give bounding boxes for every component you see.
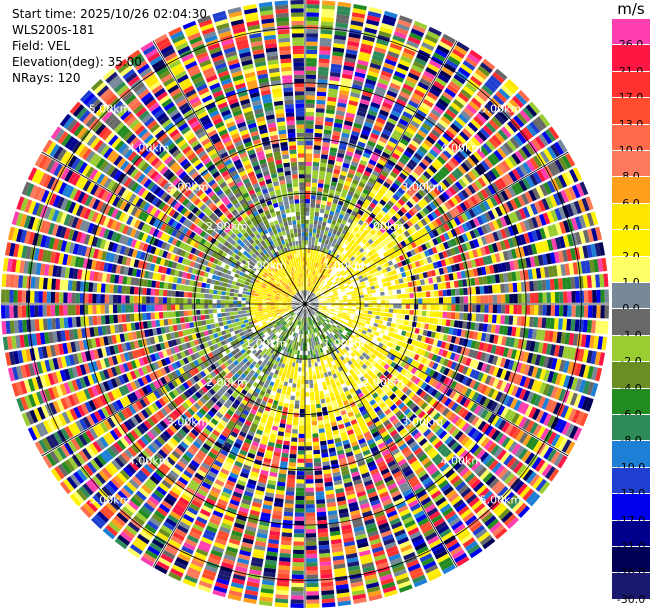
ring-label: 4.00km: [128, 142, 170, 155]
colorbar-swatch: [612, 467, 650, 495]
ring-label: 3.00km: [402, 415, 444, 428]
ring-label: 4.00km: [128, 454, 170, 467]
azimuth-spoke: [304, 303, 458, 568]
azimuth-spoke: [304, 40, 458, 305]
ring-label: 4.00km: [441, 142, 483, 155]
colorbar-unit: m/s: [617, 0, 645, 18]
ring-label: 5.00km: [89, 493, 131, 506]
ring-label: 2.00km: [206, 376, 248, 389]
ring-label: 1.00km: [323, 259, 365, 272]
ring-label: 5.00km: [89, 103, 131, 116]
colorbar-swatch: [612, 388, 650, 415]
colorbar-swatch: [612, 230, 650, 257]
ring-label: 3.00km: [167, 415, 209, 428]
ring-label: 2.00km: [206, 220, 248, 233]
colorbar-swatch: [612, 177, 650, 204]
colorbar-swatch: [612, 494, 650, 521]
velocity-field: [1, 0, 609, 608]
azimuth-spoke: [152, 303, 306, 568]
colorbar-swatch: [612, 124, 650, 151]
colorbar-swatch: [612, 45, 650, 72]
ring-label: 2.00km: [362, 376, 404, 389]
colorbar-swatch: [612, 335, 650, 363]
colorbar-label: -30.0: [616, 592, 646, 606]
colorbar-swatch: [612, 256, 650, 283]
colorbar-swatch: [612, 573, 650, 600]
colorbar-swatch: [612, 71, 650, 99]
colorbar-swatch: [612, 441, 650, 468]
azimuth-spoke: [304, 303, 569, 457]
ring-label: 1.00km: [245, 259, 287, 272]
ring-label: 2.00km: [362, 220, 404, 233]
colorbar-swatch: [612, 415, 650, 442]
ring-label: 1.00km: [245, 337, 287, 350]
ring-label: 5.00km: [480, 493, 522, 506]
colorbar-swatch: [612, 283, 650, 310]
ring-label: 3.00km: [167, 181, 209, 194]
ppi-plot: 1.00km 1.00km 1.00km 1.00km 2.00km 2.00km 2.00…: [1, 0, 609, 608]
colorbar-swatch: [612, 309, 650, 336]
ring-label: 5.00km: [480, 103, 522, 116]
azimuth-spoke: [41, 303, 306, 457]
azimuth-spoke: [41, 151, 306, 305]
azimuth-spoke: [152, 40, 306, 305]
colorbar-swatch: [612, 203, 650, 231]
field-label: Field: VEL: [12, 39, 71, 53]
nrays-label: NRays: 120: [12, 71, 81, 85]
colorbar-swatch: [612, 362, 650, 389]
colorbar-swatch: [612, 19, 650, 46]
azimuth-spoke: [304, 151, 569, 305]
ring-label: 4.00km: [441, 454, 483, 467]
colorbar-swatch: [612, 151, 650, 178]
colorbar-swatch: [612, 547, 650, 574]
ring-label: 3.00km: [402, 181, 444, 194]
elevation-label: Elevation(deg): 35.00: [12, 55, 142, 69]
colorbar-swatch: [612, 98, 650, 125]
colorbar-swatch: [612, 520, 650, 547]
ring-label: 1.00km: [323, 337, 365, 350]
instrument-label: WLS200s-181: [12, 23, 95, 37]
start-time-label: Start time: 2025/10/26 02:04:30: [12, 7, 207, 21]
range-rings: 1.00km 1.00km 1.00km 1.00km 2.00km 2.00km 2.00…: [1, 0, 609, 608]
